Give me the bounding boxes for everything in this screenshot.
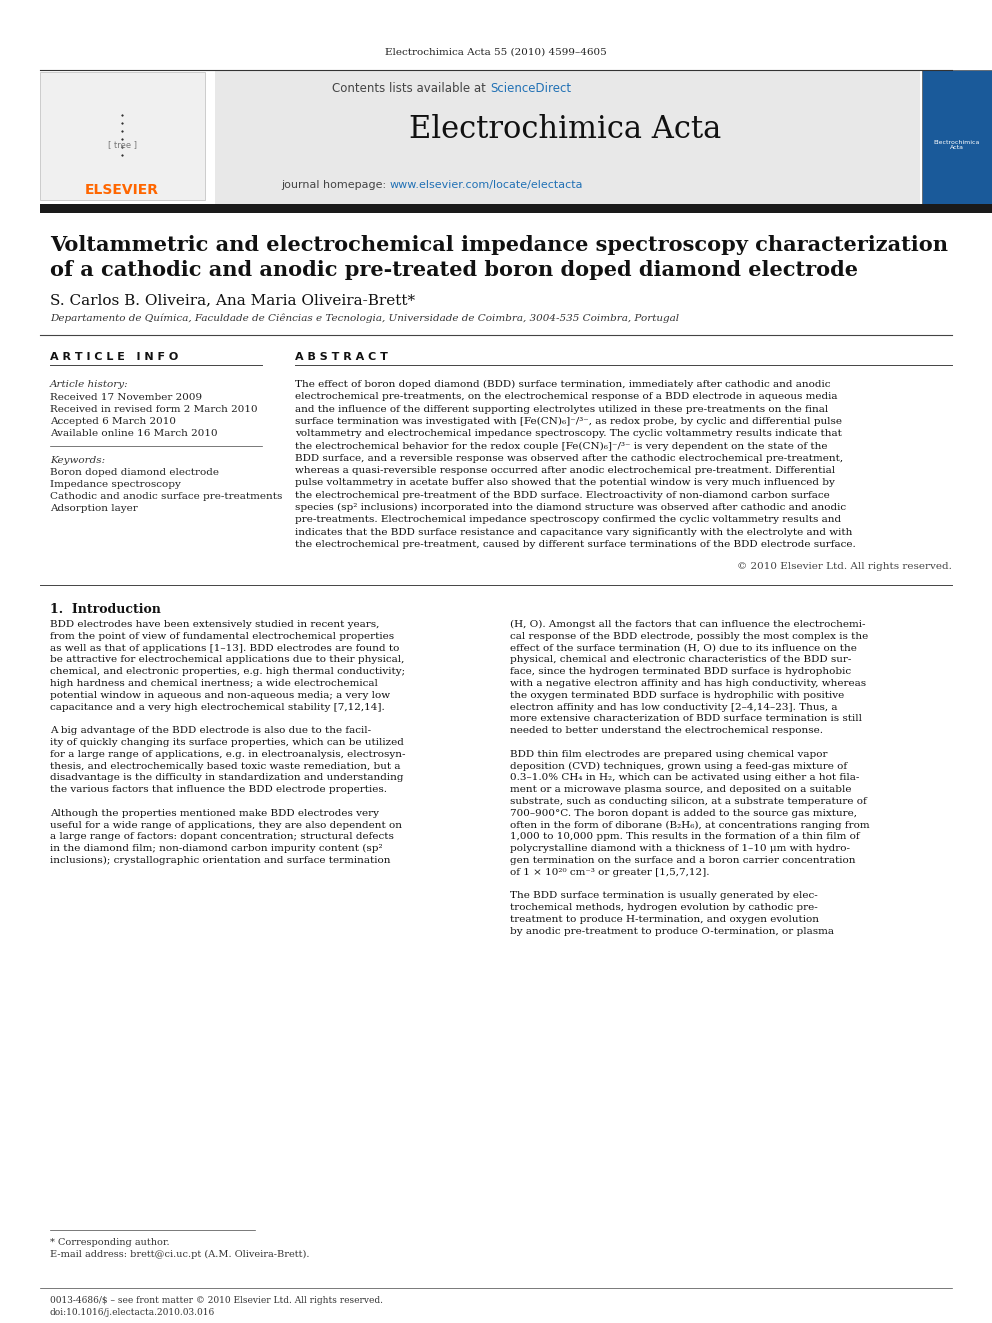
Text: Cathodic and anodic surface pre-treatments: Cathodic and anodic surface pre-treatmen… [50, 492, 283, 501]
Text: E-mail address: brett@ci.uc.pt (A.M. Oliveira-Brett).: E-mail address: brett@ci.uc.pt (A.M. Oli… [50, 1250, 310, 1259]
Text: species (sp² inclusions) incorporated into the diamond structure was observed af: species (sp² inclusions) incorporated in… [295, 503, 846, 512]
Text: Although the properties mentioned make BDD electrodes very: Although the properties mentioned make B… [50, 808, 379, 818]
Text: pre-treatments. Electrochemical impedance spectroscopy confirmed the cyclic volt: pre-treatments. Electrochemical impedanc… [295, 515, 841, 524]
Bar [40, 71, 205, 200]
Text: Keywords:: Keywords: [50, 456, 105, 464]
Text: Departamento de Química, Faculdade de Ciências e Tecnologia, Universidade de Coi: Departamento de Química, Faculdade de Ci… [50, 314, 680, 323]
Text: the oxygen terminated BDD surface is hydrophilic with positive: the oxygen terminated BDD surface is hyd… [510, 691, 844, 700]
Text: substrate, such as conducting silicon, at a substrate temperature of: substrate, such as conducting silicon, a… [510, 796, 867, 806]
Text: 1,000 to 10,000 ppm. This results in the formation of a thin film of: 1,000 to 10,000 ppm. This results in the… [510, 832, 860, 841]
Text: disadvantage is the difficulty in standardization and understanding: disadvantage is the difficulty in standa… [50, 774, 404, 782]
Text: www.elsevier.com/locate/electacta: www.elsevier.com/locate/electacta [390, 180, 583, 191]
Text: effect of the surface termination (H, O) due to its influence on the: effect of the surface termination (H, O)… [510, 643, 857, 652]
Text: cal response of the BDD electrode, possibly the most complex is the: cal response of the BDD electrode, possi… [510, 632, 868, 640]
Text: ELSEVIER: ELSEVIER [85, 183, 159, 197]
Text: Received in revised form 2 March 2010: Received in revised form 2 March 2010 [50, 405, 258, 414]
Text: chemical, and electronic properties, e.g. high thermal conductivity;: chemical, and electronic properties, e.g… [50, 667, 405, 676]
Text: indicates that the BDD surface resistance and capacitance vary significantly wit: indicates that the BDD surface resistanc… [295, 528, 852, 537]
Text: The effect of boron doped diamond (BDD) surface termination, immediately after c: The effect of boron doped diamond (BDD) … [295, 380, 830, 389]
Text: Electrochimica
Acta: Electrochimica Acta [933, 140, 980, 151]
Text: * Corresponding author.: * Corresponding author. [50, 1238, 170, 1248]
Text: polycrystalline diamond with a thickness of 1–10 μm with hydro-: polycrystalline diamond with a thickness… [510, 844, 850, 853]
Text: a large range of factors: dopant concentration; structural defects: a large range of factors: dopant concent… [50, 832, 394, 841]
Text: Accepted 6 March 2010: Accepted 6 March 2010 [50, 417, 176, 426]
Text: for a large range of applications, e.g. in electroanalysis, electrosyn-: for a large range of applications, e.g. … [50, 750, 406, 759]
Text: treatment to produce H-termination, and oxygen evolution: treatment to produce H-termination, and … [510, 916, 819, 923]
Text: Boron doped diamond electrode: Boron doped diamond electrode [50, 468, 219, 478]
Text: of a cathodic and anodic pre-treated boron doped diamond electrode: of a cathodic and anodic pre-treated bor… [50, 261, 858, 280]
Text: (H, O). Amongst all the factors that can influence the electrochemi-: (H, O). Amongst all the factors that can… [510, 620, 865, 630]
Text: doi:10.1016/j.electacta.2010.03.016: doi:10.1016/j.electacta.2010.03.016 [50, 1308, 215, 1316]
Text: A big advantage of the BDD electrode is also due to the facil-: A big advantage of the BDD electrode is … [50, 726, 371, 736]
Text: ScienceDirect: ScienceDirect [490, 82, 571, 94]
Text: BDD surface, and a reversible response was observed after the cathodic electroch: BDD surface, and a reversible response w… [295, 454, 843, 463]
Text: the electrochemical pre-treatment of the BDD surface. Electroactivity of non-dia: the electrochemical pre-treatment of the… [295, 491, 829, 500]
Text: more extensive characterization of BDD surface termination is still: more extensive characterization of BDD s… [510, 714, 862, 724]
Text: whereas a quasi-reversible response occurred after anodic electrochemical pre-tr: whereas a quasi-reversible response occu… [295, 466, 835, 475]
Text: journal homepage:: journal homepage: [282, 180, 390, 191]
Text: deposition (CVD) techniques, grown using a feed-gas mixture of: deposition (CVD) techniques, grown using… [510, 762, 847, 771]
Text: with a negative electron affinity and has high conductivity, whereas: with a negative electron affinity and ha… [510, 679, 866, 688]
Text: and the influence of the different supporting electrolytes utilized in these pre: and the influence of the different suppo… [295, 405, 828, 414]
Bar [40, 204, 992, 213]
Text: pulse voltammetry in acetate buffer also showed that the potential window is ver: pulse voltammetry in acetate buffer also… [295, 479, 835, 487]
Text: A R T I C L E   I N F O: A R T I C L E I N F O [50, 352, 179, 363]
Text: the electrochemical behavior for the redox couple [Fe(CN)₆]⁻/³⁻ is very dependen: the electrochemical behavior for the red… [295, 442, 827, 451]
Text: capacitance and a very high electrochemical stability [7,12,14].: capacitance and a very high electrochemi… [50, 703, 385, 712]
Text: Voltammetric and electrochemical impedance spectroscopy characterization: Voltammetric and electrochemical impedan… [50, 235, 948, 255]
Text: thesis, and electrochemically based toxic waste remediation, but a: thesis, and electrochemically based toxi… [50, 762, 401, 770]
Bar [215, 70, 920, 205]
Text: BDD thin film electrodes are prepared using chemical vapor: BDD thin film electrodes are prepared us… [510, 750, 827, 759]
Text: physical, chemical and electronic characteristics of the BDD sur-: physical, chemical and electronic charac… [510, 655, 851, 664]
Text: surface termination was investigated with [Fe(CN)₆]⁻/³⁻, as redox probe, by cycl: surface termination was investigated wit… [295, 417, 842, 426]
Text: Adsorption layer: Adsorption layer [50, 504, 138, 513]
Text: face, since the hydrogen terminated BDD surface is hydrophobic: face, since the hydrogen terminated BDD … [510, 667, 851, 676]
Text: The BDD surface termination is usually generated by elec-: The BDD surface termination is usually g… [510, 892, 817, 901]
Text: ity of quickly changing its surface properties, which can be utilized: ity of quickly changing its surface prop… [50, 738, 404, 747]
Text: Contents lists available at: Contents lists available at [332, 82, 490, 94]
Text: the electrochemical pre-treatment, caused by different surface terminations of t: the electrochemical pre-treatment, cause… [295, 540, 856, 549]
Text: as well as that of applications [1–13]. BDD electrodes are found to: as well as that of applications [1–13]. … [50, 643, 400, 652]
Text: Electrochimica Acta 55 (2010) 4599–4605: Electrochimica Acta 55 (2010) 4599–4605 [385, 48, 607, 57]
Text: the various factors that influence the BDD electrode properties.: the various factors that influence the B… [50, 785, 387, 794]
Text: Impedance spectroscopy: Impedance spectroscopy [50, 480, 181, 490]
Text: useful for a wide range of applications, they are also dependent on: useful for a wide range of applications,… [50, 820, 402, 830]
Text: electrochemical pre-treatments, on the electrochemical response of a BDD electro: electrochemical pre-treatments, on the e… [295, 393, 837, 401]
Text: from the point of view of fundamental electrochemical properties: from the point of view of fundamental el… [50, 632, 394, 640]
Text: trochemical methods, hydrogen evolution by cathodic pre-: trochemical methods, hydrogen evolution … [510, 904, 817, 912]
Text: electron affinity and has low conductivity [2–4,14–23]. Thus, a: electron affinity and has low conductivi… [510, 703, 837, 712]
Text: high hardness and chemical inertness; a wide electrochemical: high hardness and chemical inertness; a … [50, 679, 378, 688]
Text: in the diamond film; non-diamond carbon impurity content (sp²: in the diamond film; non-diamond carbon … [50, 844, 383, 853]
Text: Received 17 November 2009: Received 17 November 2009 [50, 393, 202, 402]
Text: by anodic pre-treatment to produce O-termination, or plasma: by anodic pre-treatment to produce O-ter… [510, 927, 834, 935]
Text: 0013-4686/$ – see front matter © 2010 Elsevier Ltd. All rights reserved.: 0013-4686/$ – see front matter © 2010 El… [50, 1297, 383, 1304]
Text: be attractive for electrochemical applications due to their physical,: be attractive for electrochemical applic… [50, 655, 405, 664]
Text: of 1 × 10²⁰ cm⁻³ or greater [1,5,7,12].: of 1 × 10²⁰ cm⁻³ or greater [1,5,7,12]. [510, 868, 709, 877]
Text: A B S T R A C T: A B S T R A C T [295, 352, 388, 363]
Text: voltammetry and electrochemical impedance spectroscopy. The cyclic voltammetry r: voltammetry and electrochemical impedanc… [295, 429, 842, 438]
Text: potential window in aqueous and non-aqueous media; a very low: potential window in aqueous and non-aque… [50, 691, 390, 700]
Text: 1.  Introduction: 1. Introduction [50, 603, 161, 617]
Bar [922, 70, 992, 205]
Text: ment or a microwave plasma source, and deposited on a suitable: ment or a microwave plasma source, and d… [510, 785, 851, 794]
Text: gen termination on the surface and a boron carrier concentration: gen termination on the surface and a bor… [510, 856, 855, 865]
Text: 700–900°C. The boron dopant is added to the source gas mixture,: 700–900°C. The boron dopant is added to … [510, 808, 857, 818]
Text: Electrochimica Acta: Electrochimica Acta [409, 115, 721, 146]
Text: Article history:: Article history: [50, 380, 129, 389]
Text: S. Carlos B. Oliveira, Ana Maria Oliveira-Brett*: S. Carlos B. Oliveira, Ana Maria Oliveir… [50, 292, 415, 307]
Text: inclusions); crystallographic orientation and surface termination: inclusions); crystallographic orientatio… [50, 856, 391, 865]
Text: needed to better understand the electrochemical response.: needed to better understand the electroc… [510, 726, 823, 736]
Text: Available online 16 March 2010: Available online 16 March 2010 [50, 429, 217, 438]
Text: [ tree ]: [ tree ] [107, 140, 137, 149]
Text: often in the form of diborane (B₂H₆), at concentrations ranging from: often in the form of diborane (B₂H₆), at… [510, 820, 870, 830]
Text: BDD electrodes have been extensively studied in recent years,: BDD electrodes have been extensively stu… [50, 620, 379, 628]
Text: © 2010 Elsevier Ltd. All rights reserved.: © 2010 Elsevier Ltd. All rights reserved… [737, 562, 952, 572]
Text: 0.3–1.0% CH₄ in H₂, which can be activated using either a hot fila-: 0.3–1.0% CH₄ in H₂, which can be activat… [510, 774, 859, 782]
